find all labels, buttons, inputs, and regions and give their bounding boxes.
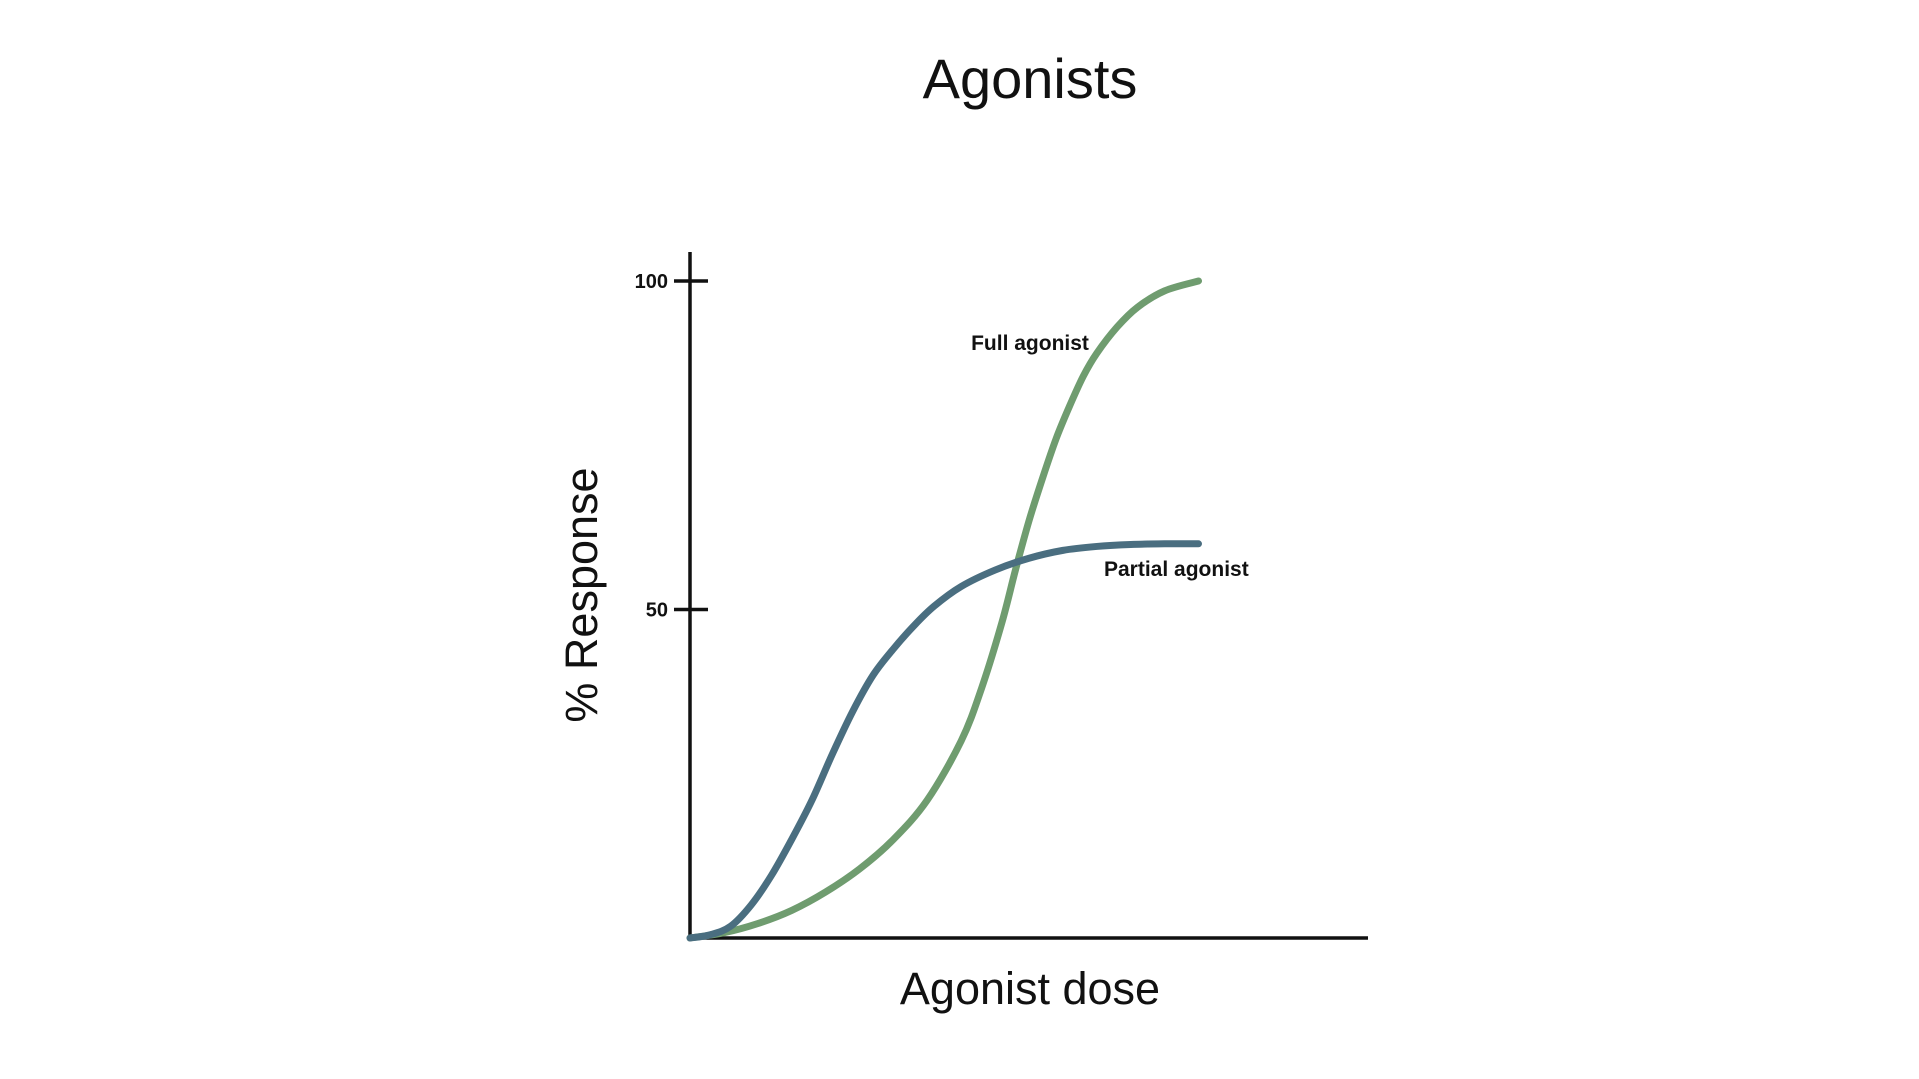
series-labels: Partial agonist Full agonist <box>971 332 1249 581</box>
y-ticks: 100 50 <box>635 271 708 622</box>
full-agonist-line <box>686 277 1202 942</box>
y-tick-label: 50 <box>646 600 668 622</box>
full-agonist-label: Full agonist <box>971 332 1089 355</box>
y-tick-label: 100 <box>635 271 668 293</box>
partial-agonist-label: Partial agonist <box>1104 558 1249 581</box>
partial-agonist-line <box>686 540 1202 942</box>
y-axis-label: % Response <box>556 467 607 722</box>
series-lines <box>686 277 1202 942</box>
chart-title: Agonists <box>923 47 1138 110</box>
x-axis-label: Agonist dose <box>900 963 1160 1014</box>
